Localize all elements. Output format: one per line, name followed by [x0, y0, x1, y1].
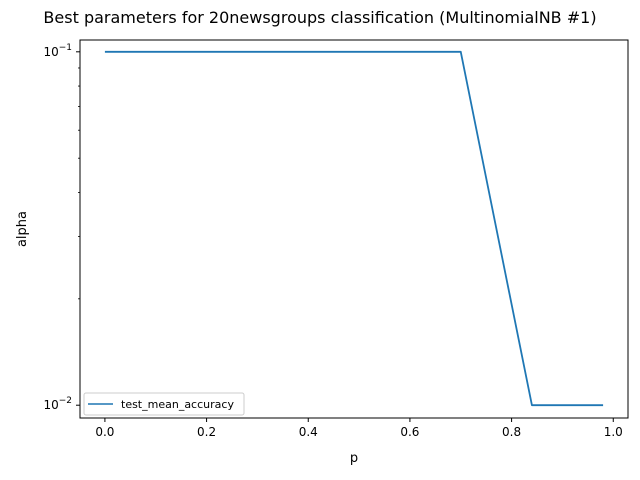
x-axis: 0.0 0.2 0.4 0.6 0.8 1.0 [95, 418, 623, 439]
y-tick-label: 10−2 [43, 396, 72, 412]
y-tick-label: 10−1 [43, 43, 72, 59]
x-tick-label: 1.0 [604, 425, 623, 439]
chart-title: Best parameters for 20newsgroups classif… [43, 8, 596, 27]
legend-box [83, 392, 245, 416]
legend: test_mean_accuracy [83, 392, 245, 416]
x-tick-label: 0.8 [502, 425, 521, 439]
plot-area [79, 39, 629, 419]
x-tick-label: 0.2 [197, 425, 216, 439]
x-tick-label: 0.0 [95, 425, 114, 439]
series-layer [104, 50, 604, 407]
x-axis-label: p [350, 451, 358, 466]
legend-label: test_mean_accuracy [121, 398, 234, 411]
series-line-test-mean-accuracy [104, 50, 604, 407]
y-axis-label: alpha [15, 211, 30, 247]
x-tick-label: 0.4 [299, 425, 318, 439]
y-axis: 10−1 10−2 [43, 43, 80, 412]
x-tick-label: 0.6 [400, 425, 419, 439]
